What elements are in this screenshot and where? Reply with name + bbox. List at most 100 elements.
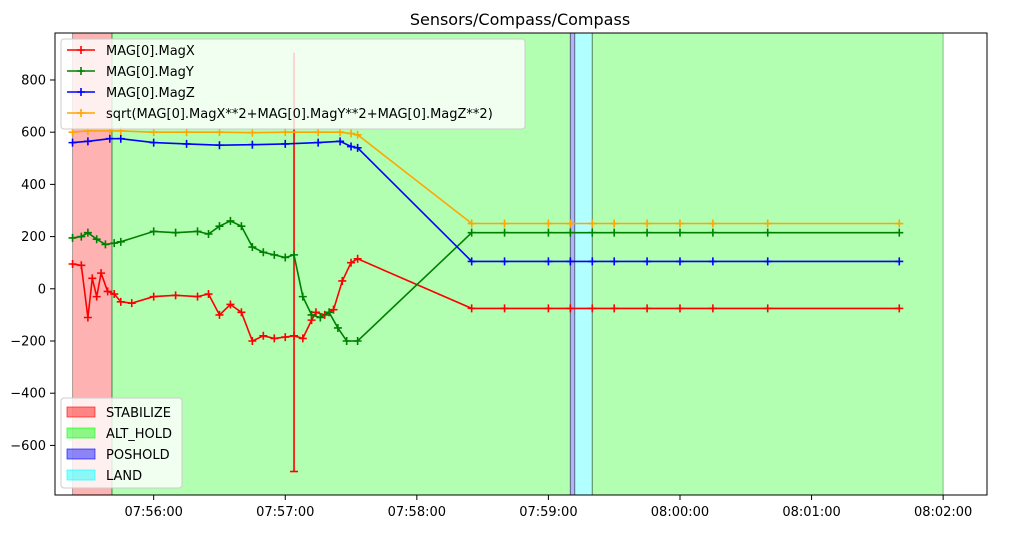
- series-0-point-18: [259, 331, 268, 340]
- series-0-point-15: [226, 300, 235, 309]
- series-2-point-2: [105, 134, 114, 143]
- series-1-point-36: [895, 228, 904, 237]
- x-tick-label-4: 08:00:00: [651, 505, 709, 520]
- series-3-point-14: [500, 219, 509, 228]
- series-0-point-30: [467, 304, 476, 313]
- series-1-point-29: [566, 228, 575, 237]
- series-2-point-10: [336, 137, 345, 146]
- mode-legend-label-0: STABILIZE: [106, 406, 171, 421]
- series-0-point-11: [171, 291, 180, 300]
- series-1-point-33: [675, 228, 684, 237]
- series-1-point-25: [353, 337, 362, 345]
- y-tick-label-6: −400: [10, 387, 46, 402]
- series-1-point-32: [643, 228, 652, 237]
- series-1-point-20: [307, 310, 316, 319]
- series-legend-marker-1: [77, 67, 85, 75]
- series-legend: MAG[0].MagX MAG[0].MagY MAG[0].MagZ sqrt(MA…: [60, 38, 526, 130]
- y-tick-label-5: −200: [10, 335, 46, 350]
- series-0-point-34: [588, 304, 597, 313]
- series-0-point-33: [566, 304, 575, 313]
- series-2-point-18: [610, 257, 619, 266]
- series-2-point-14: [500, 257, 509, 266]
- series-2-point-17: [588, 257, 597, 266]
- series-1-point-3: [92, 235, 101, 244]
- series-2-point-11: [347, 142, 356, 151]
- series-3-point-10: [336, 128, 345, 137]
- y-tick-label-7: −600: [10, 439, 46, 454]
- y-tick-label-1: 600: [21, 126, 46, 141]
- series-2-point-13: [467, 257, 476, 266]
- y-tick-label-3: 200: [21, 230, 46, 245]
- series-0-point-8: [116, 297, 125, 306]
- series-1-point-15: [259, 248, 268, 257]
- series-0-point-10: [149, 292, 158, 301]
- x-tick-label-3: 07:59:00: [519, 505, 577, 520]
- mode-legend-label-2: POSHOLD: [106, 448, 170, 463]
- series-1-point-19: [298, 292, 307, 301]
- series-0-point-3: [88, 274, 97, 283]
- series-2-point-6: [215, 141, 224, 150]
- series-1-point-26: [467, 228, 476, 237]
- mode-legend-label-3: LAND: [106, 469, 142, 484]
- series-1-point-9: [193, 227, 202, 236]
- series-2-point-16: [566, 257, 575, 266]
- series-3-point-23: [895, 219, 904, 228]
- mode-legend: STABILIZE ALT_HOLD POSHOLD LAND: [60, 397, 183, 489]
- series-1-point-13: [237, 222, 246, 231]
- series-1-point-24: [342, 337, 351, 345]
- x-tick-label-1: 07:57:00: [256, 505, 314, 520]
- series-2-point-9: [314, 138, 323, 147]
- series-legend-label-0: MAG[0].MagX: [106, 44, 195, 59]
- series-1-point-18: [290, 250, 299, 259]
- series-0-point-20: [281, 333, 290, 342]
- series-1-point-0: [68, 233, 77, 242]
- series-1-point-7: [149, 227, 158, 236]
- series-1: [68, 216, 904, 345]
- y-axis: 800 600 400 200 0 −200 −400 −600: [10, 73, 55, 454]
- series-legend-marker-2: [77, 88, 85, 96]
- series-0-point-13: [204, 290, 213, 299]
- series-3-point-15: [544, 219, 553, 228]
- series-1-point-27: [500, 228, 509, 237]
- mode-legend-label-1: ALT_HOLD: [106, 427, 172, 442]
- series-legend-box: [60, 38, 526, 130]
- x-tick-label-0: 07:56:00: [124, 505, 182, 520]
- series-0-point-29: [353, 254, 362, 263]
- series-0-point-4: [92, 292, 101, 301]
- series-0-point-5: [97, 269, 106, 278]
- series-0-point-26: [329, 305, 338, 314]
- series-0-point-7: [110, 290, 119, 299]
- series-2-point-0: [68, 138, 77, 147]
- series-0-point-39: [763, 304, 772, 313]
- series-3-point-8: [281, 128, 290, 137]
- series-3-point-12: [353, 130, 362, 139]
- series-0-point-12: [193, 292, 202, 301]
- y-tick-label-2: 400: [21, 178, 46, 193]
- series-1-point-6: [116, 237, 125, 246]
- series-0-point-36: [643, 304, 652, 313]
- series-1-point-2: [83, 228, 92, 237]
- series-1-point-31: [610, 228, 619, 237]
- series-1-point-5: [110, 239, 119, 248]
- x-tick-label-5: 08:01:00: [782, 505, 840, 520]
- series-0-point-2: [83, 313, 92, 322]
- mode-legend-swatch-1: [66, 427, 96, 439]
- series-0-point-32: [544, 304, 553, 313]
- series-0-point-24: [311, 308, 320, 317]
- series-1-point-11: [215, 222, 224, 231]
- y-tick-label-0: 800: [21, 73, 46, 88]
- series-2-point-15: [544, 257, 553, 266]
- series-1-point-22: [325, 308, 334, 317]
- series-2-point-23: [895, 257, 904, 266]
- mode-legend-swatch-0: [66, 406, 96, 418]
- plot-frame: [54, 32, 988, 496]
- series-1-point-12: [226, 216, 235, 225]
- series-0-point-35: [610, 304, 619, 313]
- series-legend-label-3: sqrt(MAG[0].MagX**2+MAG[0].MagY**2+MAG[0…: [106, 107, 493, 122]
- series-legend-marker-0: [77, 46, 85, 54]
- series-legend-label-1: MAG[0].MagY: [106, 65, 194, 80]
- series-3-point-4: [149, 128, 158, 137]
- series-3-point-6: [215, 128, 224, 137]
- series-lines: [68, 52, 904, 473]
